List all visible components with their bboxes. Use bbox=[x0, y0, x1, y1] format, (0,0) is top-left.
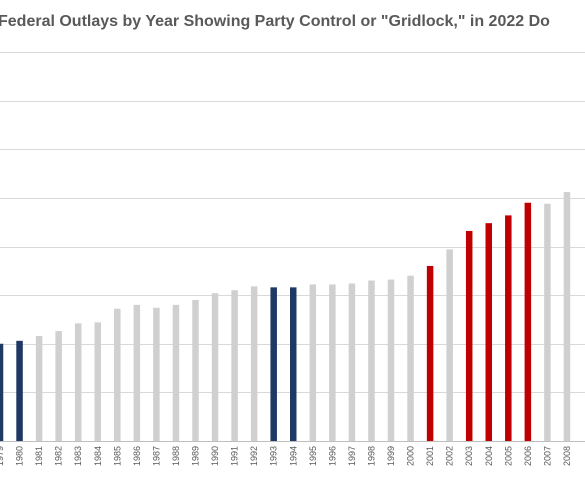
x-tick-label-1996: 1996 bbox=[327, 446, 337, 466]
bar-1999 bbox=[387, 279, 395, 441]
bar-1997 bbox=[348, 283, 356, 441]
x-tick-label-1999: 1999 bbox=[386, 446, 396, 466]
bar-2006 bbox=[524, 202, 532, 441]
x-tick-label-1983: 1983 bbox=[73, 446, 83, 466]
x-tick-label-1992: 1992 bbox=[249, 446, 259, 466]
bar-1995 bbox=[309, 284, 317, 441]
x-tick-label-2007: 2007 bbox=[542, 446, 552, 466]
x-tick-label-1997: 1997 bbox=[347, 446, 357, 466]
bar-1998 bbox=[368, 280, 375, 441]
x-tick-labels: 1979 1980 1981 1982 1983 1984 1985 1986 1987 1988… bbox=[0, 446, 572, 466]
x-tick-label-1995: 1995 bbox=[308, 446, 318, 466]
x-tick-label-1987: 1987 bbox=[151, 446, 161, 466]
bar-1992 bbox=[250, 286, 258, 441]
x-tick-label-1979: 1979 bbox=[0, 446, 5, 466]
x-tick-label-2006: 2006 bbox=[523, 446, 533, 466]
x-tick-label-2001: 2001 bbox=[425, 446, 435, 466]
x-tick-label-1982: 1982 bbox=[54, 446, 64, 466]
bar-2008 bbox=[563, 192, 571, 441]
x-tick-label-2000: 2000 bbox=[406, 446, 416, 466]
x-tick-label-1988: 1988 bbox=[171, 446, 181, 466]
x-tick-label-1984: 1984 bbox=[93, 446, 103, 466]
bar-1986 bbox=[133, 304, 141, 441]
x-tick-label-1985: 1985 bbox=[112, 446, 122, 466]
bar-1979 bbox=[0, 343, 4, 441]
bar-1993 bbox=[270, 287, 277, 441]
x-tick-label-1991: 1991 bbox=[230, 446, 240, 466]
x-tick-label-1986: 1986 bbox=[132, 446, 142, 466]
x-tick-label-2004: 2004 bbox=[484, 446, 494, 466]
bar-1989 bbox=[192, 299, 199, 441]
bar-2001 bbox=[426, 265, 434, 441]
bar-1990 bbox=[211, 293, 219, 441]
bars bbox=[0, 192, 571, 441]
bar-1981 bbox=[35, 335, 43, 441]
x-tick-label-1989: 1989 bbox=[191, 446, 201, 466]
bar-2000 bbox=[407, 275, 414, 441]
bar-1987 bbox=[153, 307, 160, 441]
x-tick-label-1993: 1993 bbox=[269, 446, 279, 466]
bar-1980 bbox=[16, 340, 23, 441]
bar-1982 bbox=[55, 331, 62, 441]
bar-1984 bbox=[94, 322, 101, 441]
bar-2005 bbox=[505, 215, 512, 441]
bar-1983 bbox=[74, 323, 82, 441]
bar-1996 bbox=[329, 284, 336, 441]
chart-title: Federal Outlays by Year Showing Party Co… bbox=[0, 13, 550, 30]
x-tick-label-2008: 2008 bbox=[562, 446, 572, 466]
bar-2004 bbox=[485, 223, 492, 441]
bar-1988 bbox=[172, 304, 180, 441]
x-tick-label-1998: 1998 bbox=[366, 446, 376, 466]
x-tick-label-2003: 2003 bbox=[464, 446, 474, 466]
x-tick-label-1994: 1994 bbox=[288, 446, 298, 466]
x-tick-label-2005: 2005 bbox=[503, 446, 513, 466]
x-tick-label-1981: 1981 bbox=[34, 446, 44, 466]
x-tick-label-1990: 1990 bbox=[210, 446, 220, 466]
bar-1991 bbox=[231, 290, 238, 441]
x-tick-label-1980: 1980 bbox=[15, 446, 25, 466]
bar-2007 bbox=[544, 203, 551, 441]
bar-1985 bbox=[114, 308, 121, 441]
bar-2002 bbox=[446, 249, 453, 441]
bar-1994 bbox=[290, 287, 297, 441]
bar-2003 bbox=[465, 230, 473, 441]
x-tick-label-2002: 2002 bbox=[445, 446, 455, 466]
